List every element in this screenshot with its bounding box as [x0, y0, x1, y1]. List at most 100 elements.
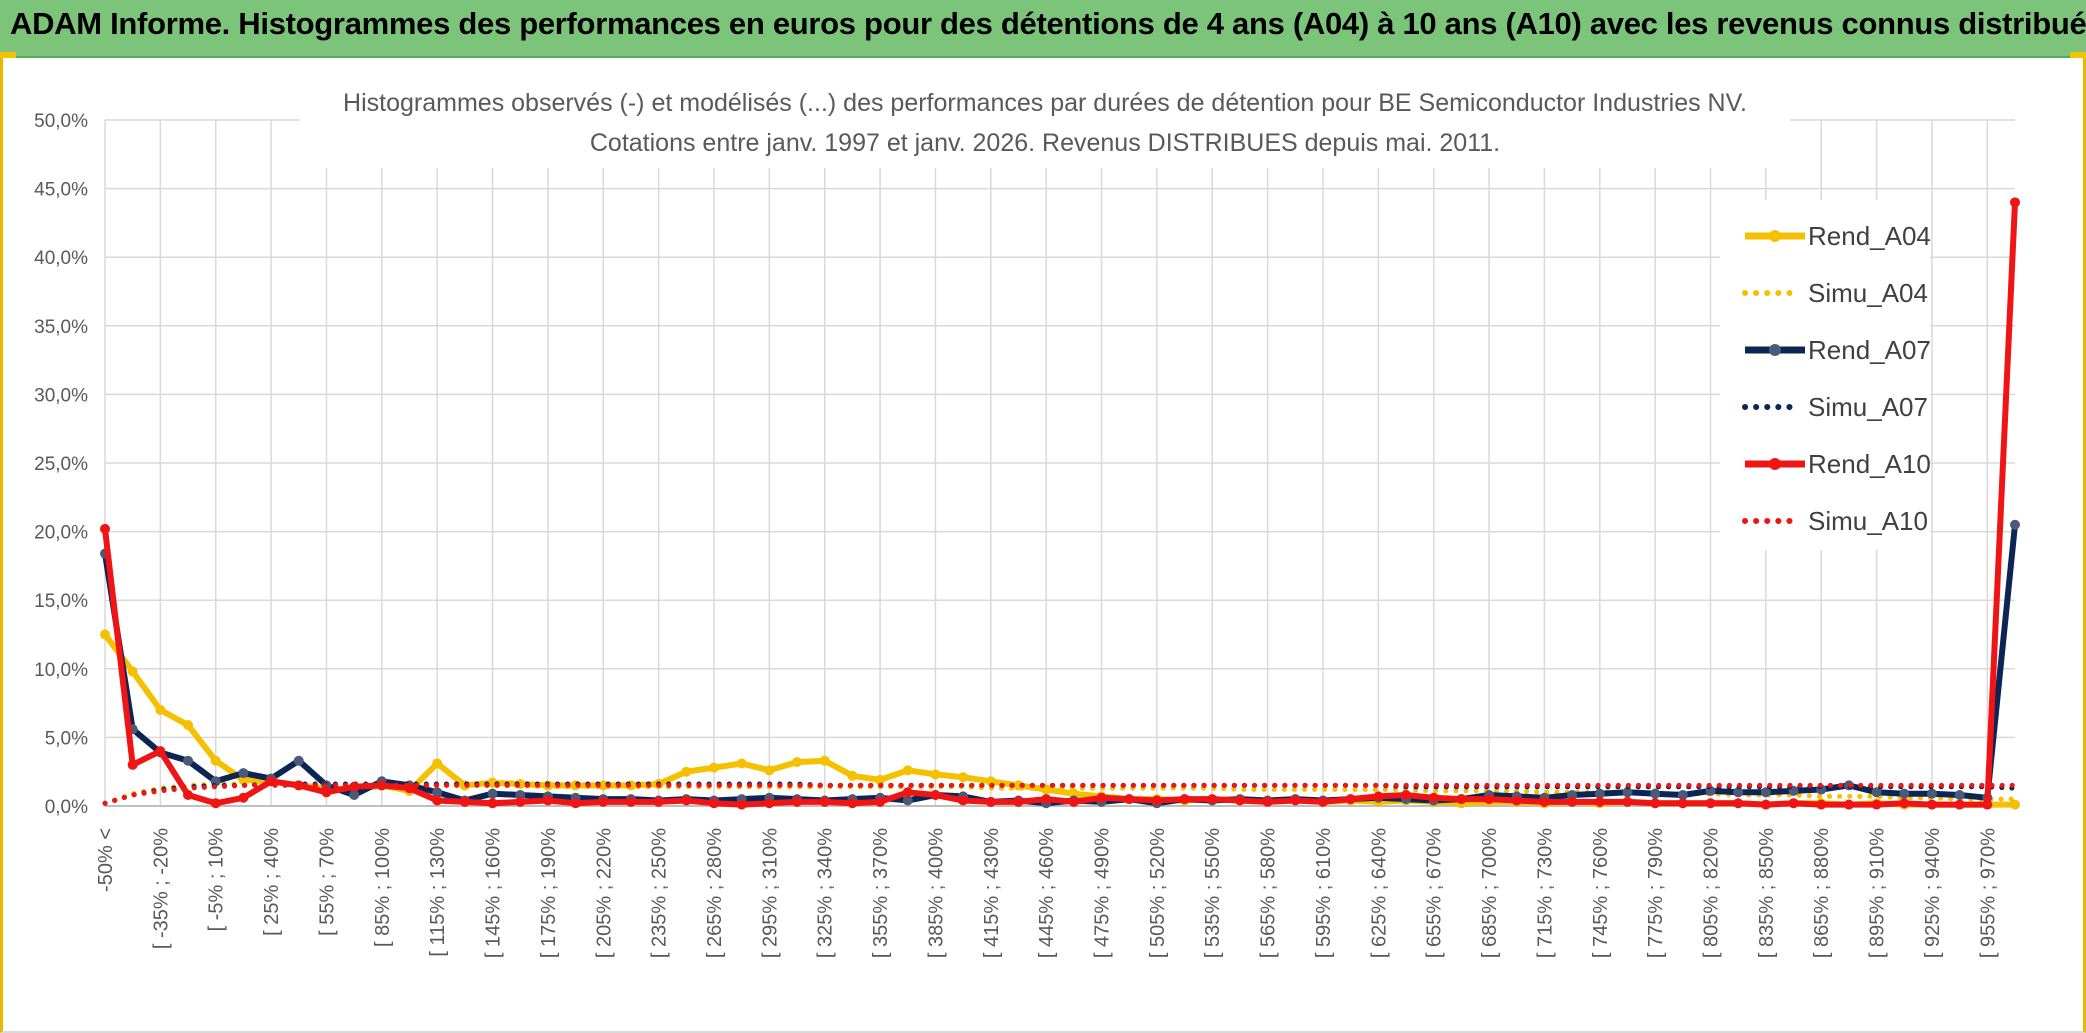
data-point — [930, 769, 941, 780]
data-point — [1068, 796, 1079, 807]
data-point — [902, 795, 913, 806]
x-tick-label: -50% < — [95, 828, 117, 892]
data-point — [2010, 799, 2020, 810]
legend-item: Rend_A10 — [1745, 449, 1931, 479]
y-tick-label: 5,0% — [45, 728, 88, 749]
data-point — [847, 770, 858, 781]
x-tick-label: [ 385% ; 400% — [925, 828, 947, 958]
data-point — [183, 755, 194, 766]
data-point — [1179, 794, 1190, 805]
y-tick-label: 25,0% — [34, 454, 88, 475]
x-tick-label: [ -35% ; -20% — [150, 828, 172, 949]
data-point — [210, 755, 221, 766]
data-point — [515, 790, 526, 801]
data-point — [819, 755, 830, 766]
legend-background — [1720, 200, 1930, 550]
legend-label: Simu_A10 — [1808, 506, 1928, 536]
y-tick-label: 20,0% — [34, 523, 88, 544]
data-point — [1816, 799, 1827, 810]
data-point — [902, 765, 913, 776]
data-point — [1899, 788, 1910, 799]
data-point — [1567, 796, 1578, 807]
corner-mark-left — [0, 52, 16, 58]
x-tick-label: [ 205% ; 220% — [593, 828, 615, 958]
data-point — [1207, 794, 1218, 805]
data-point — [1982, 799, 1993, 810]
data-point — [653, 796, 664, 807]
data-point — [1788, 798, 1799, 809]
x-tick-label: [ 955% ; 970% — [1977, 828, 1999, 958]
chart-series — [100, 197, 2020, 810]
data-point — [1068, 788, 1079, 799]
data-point — [958, 772, 969, 783]
x-tick-label: [ 565% ; 580% — [1258, 828, 1280, 958]
data-point — [321, 787, 332, 798]
data-point — [1760, 787, 1771, 798]
series-simu-a10 — [102, 782, 2018, 806]
data-point — [875, 796, 886, 807]
data-point — [736, 799, 747, 810]
legend-label: Simu_A07 — [1808, 392, 1928, 422]
x-tick-label: [ 115% ; 130% — [427, 828, 449, 957]
data-point — [1151, 795, 1162, 806]
data-point — [487, 788, 498, 799]
data-point — [1622, 796, 1633, 807]
data-point — [432, 758, 443, 769]
x-tick-label: [ 55% ; 70% — [316, 828, 338, 936]
y-tick-label: 35,0% — [34, 317, 88, 338]
data-point — [1622, 787, 1633, 798]
data-point — [127, 666, 138, 677]
data-point — [1262, 796, 1273, 807]
y-tick-label: 40,0% — [34, 248, 88, 269]
legend-item: Simu_A10 — [1742, 506, 1928, 536]
data-point — [1871, 787, 1882, 798]
data-point — [1567, 790, 1578, 801]
data-point — [155, 704, 166, 715]
legend-label: Rend_A07 — [1808, 335, 1931, 365]
data-point — [958, 795, 969, 806]
y-tick-label: 30,0% — [34, 385, 88, 406]
page-title: ADAM Informe. Histogrammes des performan… — [10, 6, 2086, 41]
data-point — [1705, 798, 1716, 809]
data-point — [1096, 792, 1107, 803]
x-tick-label: [ 925% ; 940% — [1922, 828, 1944, 958]
x-tick-label: [ 175% ; 190% — [538, 828, 560, 958]
data-point — [432, 795, 443, 806]
chart-subtitle: Cotations entre janv. 1997 et janv. 2026… — [590, 129, 1500, 157]
x-tick-label: [ 145% ; 160% — [483, 828, 505, 958]
data-point — [1345, 794, 1356, 805]
data-point — [515, 796, 526, 807]
data-point — [1401, 790, 1412, 801]
series-rend-a07 — [100, 519, 2020, 809]
data-point — [985, 796, 996, 807]
data-point — [1041, 794, 1052, 805]
y-tick-label: 45,0% — [34, 180, 88, 201]
x-tick-label: [ 85% ; 100% — [372, 828, 394, 947]
data-point — [376, 780, 387, 791]
data-point — [792, 757, 803, 768]
data-point — [681, 795, 692, 806]
data-point — [100, 523, 110, 534]
data-point — [349, 790, 360, 801]
data-point — [625, 796, 636, 807]
x-tick-label: [ 445% ; 460% — [1036, 828, 1058, 958]
data-point — [708, 762, 719, 773]
x-tick-label: [ 265% ; 280% — [704, 828, 726, 958]
data-point — [1843, 799, 1854, 810]
data-point — [2010, 197, 2020, 208]
data-point — [1317, 796, 1328, 807]
data-point — [293, 780, 304, 791]
data-point — [930, 790, 941, 801]
x-tick-label: [ 865% ; 880% — [1811, 828, 1833, 958]
data-point — [902, 787, 913, 798]
x-tick-label: [ 235% ; 250% — [649, 828, 671, 958]
data-point — [819, 796, 830, 807]
x-tick-label: [ 595% ; 610% — [1313, 828, 1335, 958]
data-point — [1954, 790, 1965, 801]
chart-title: Histogrammes observés (-) et modélisés (… — [343, 89, 1747, 117]
data-point — [1733, 787, 1744, 798]
legend-item: Simu_A04 — [1742, 278, 1928, 308]
x-tick-label: [ 475% ; 490% — [1092, 828, 1114, 958]
chart-legend: Rend_A04 Simu_A04 Rend_A07 Simu_A07 Rend_A10… — [1720, 200, 1931, 550]
